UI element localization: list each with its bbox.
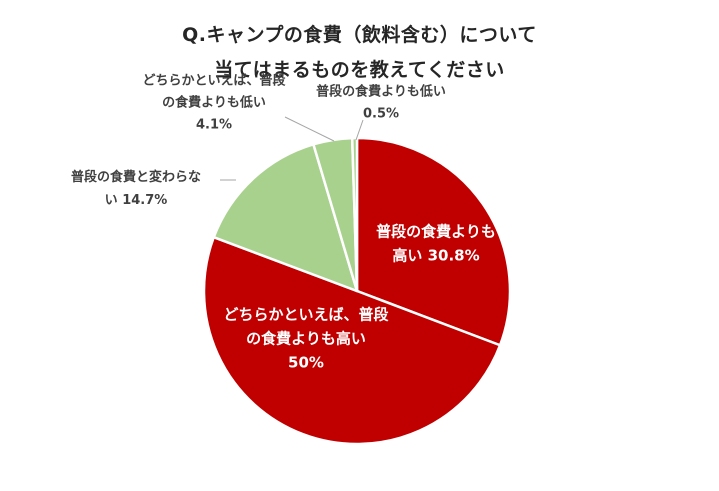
chart-title-line-2: 当てはまるものを教えてください <box>214 59 505 81</box>
slice-label-3-line-1: 普段の食費と変わらな <box>71 169 201 185</box>
slice-label-4-line-2: の食費よりも低い <box>162 95 266 111</box>
chart-title-line-1: Q.キャンプの食費（飲料含む）について <box>182 24 537 46</box>
slice-label-5-line-1: 普段の食費よりも低い <box>316 84 446 100</box>
slice-label-2-line-2: の食費よりも高い <box>246 330 366 348</box>
slice-label-2-line-3: 50% <box>288 354 324 372</box>
leader-line-5 <box>355 119 364 141</box>
slice-label-1-line-2: 高い 30.8% <box>392 247 479 265</box>
leader-lines <box>220 116 364 181</box>
leader-line-4 <box>284 116 335 142</box>
slice-label-4-line-3: 4.1% <box>196 118 232 133</box>
pie-slices <box>202 136 512 446</box>
pie-slice-3 <box>212 143 359 293</box>
slice-label-4-line-1: どちらかといえば、普段 <box>142 73 285 89</box>
slice-label-1-line-1: 普段の食費よりも <box>376 223 496 241</box>
pie-slice-2 <box>202 235 502 446</box>
slice-label-2-line-1: どちらかといえば、普段 <box>223 306 388 324</box>
slice-label-3-line-2: い 14.7% <box>105 193 168 208</box>
pie-slice-1 <box>355 136 512 347</box>
slice-label-5-line-2: 0.5% <box>363 107 399 122</box>
